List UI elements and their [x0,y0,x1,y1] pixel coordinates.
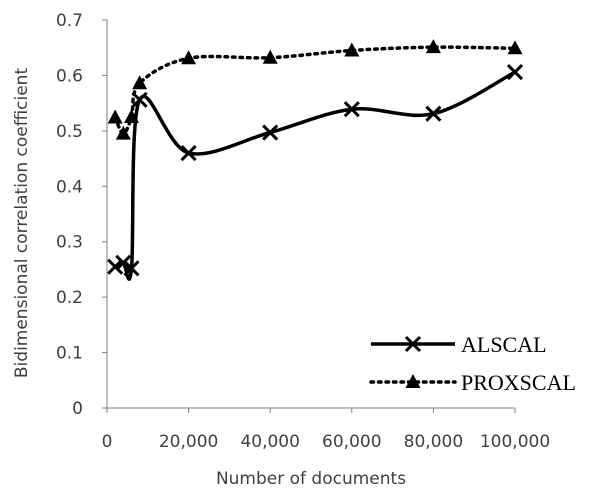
y-axis-title: Bidimensional correlation coefficient [12,68,32,379]
data-point-alscal [107,258,124,275]
x-tick-label: 20,000 [159,432,218,452]
series-layer [107,39,524,281]
data-point-alscal [180,144,197,162]
legend-marker-alscal [404,335,422,353]
y-tick-label: 0.5 [56,122,83,142]
series-alscal [107,64,524,281]
data-point-alscal [115,254,132,271]
x-tick-label: 100,000 [480,432,550,452]
legend-label-proxscal: PROXSCAL [461,370,576,395]
x-tick-label: 40,000 [240,432,299,452]
y-tick-label: 0.7 [56,11,83,31]
data-point-proxscal [344,42,360,57]
legend: ALSCAL PROXSCAL [369,332,576,395]
data-point-proxscal [181,50,197,65]
axes: 0 0.1 0.2 0.3 0.4 0.5 0.6 0.7 0 20,000 40,000 60,00… [56,11,550,452]
data-point-alscal [425,105,442,122]
x-tick-label: 0 [102,432,113,452]
data-point-proxscal [262,49,278,64]
y-tick-label: 0.1 [56,344,83,364]
series-line-proxscal [113,45,517,136]
y-tick-label: 0.4 [56,177,83,197]
legend-marker-proxscal [405,374,421,388]
x-tick-label: 80,000 [404,432,463,452]
y-tick-label: 0.2 [56,288,83,308]
data-point-proxscal [123,109,139,123]
legend-item-alscal: ALSCAL [371,332,547,357]
y-tick-label: 0 [72,399,83,419]
data-point-proxscal [132,75,148,90]
x-axis-title: Number of documents [216,469,406,489]
legend-label-alscal: ALSCAL [461,332,547,357]
y-tick-label: 0.3 [56,233,83,253]
x-tick-label: 60,000 [322,432,381,452]
data-point-proxscal [115,125,131,140]
data-point-alscal [123,260,140,277]
data-point-alscal [343,101,360,118]
series-proxscal [107,39,523,140]
data-point-alscal [262,124,279,141]
data-point-proxscal [107,109,123,124]
y-tick-label: 0.6 [56,66,83,86]
legend-item-proxscal: PROXSCAL [369,370,576,395]
data-point-proxscal [425,39,441,54]
series-line-alscal [114,70,516,281]
data-point-proxscal [507,40,523,55]
data-point-alscal [506,64,524,81]
